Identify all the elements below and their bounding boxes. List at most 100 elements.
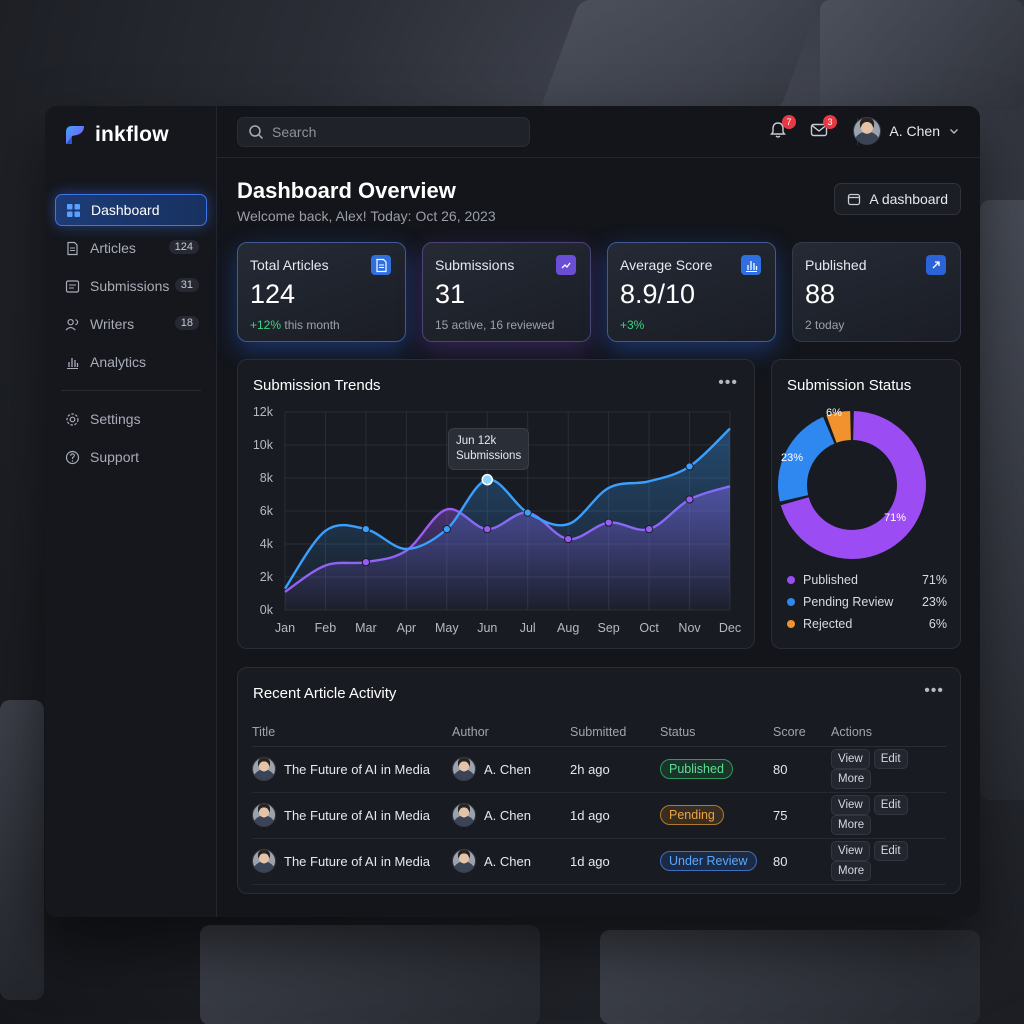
stat-card-published[interactable]: Published 88 2 today xyxy=(792,242,961,342)
edit-button[interactable]: Edit xyxy=(873,841,908,861)
x-tick-label: Jun xyxy=(477,621,497,635)
notifications-button[interactable]: 7 xyxy=(768,115,796,142)
sidebar-item-writers[interactable]: Writers 18 xyxy=(55,308,207,340)
data-point[interactable] xyxy=(564,534,573,544)
table-body: The Future of AI in Media A. Chen 2h ago… xyxy=(252,746,946,885)
bar-chart-icon xyxy=(65,355,80,370)
stat-note: 15 active, 16 reviewed xyxy=(435,318,555,332)
legend-swatch xyxy=(787,576,795,584)
column-header: Score xyxy=(773,718,831,747)
data-point[interactable] xyxy=(604,518,613,527)
edit-button[interactable]: Edit xyxy=(873,749,908,769)
score-cell: 80 xyxy=(773,746,831,793)
view-button[interactable]: View xyxy=(831,749,870,769)
user-name: A. Chen xyxy=(889,123,940,139)
status-badge: Published xyxy=(660,759,733,779)
view-button[interactable]: View xyxy=(831,841,870,861)
search-box[interactable] xyxy=(237,117,530,147)
legend-label: Pending Review xyxy=(803,595,894,609)
data-point[interactable] xyxy=(685,495,694,504)
sidebar-item-support[interactable]: Support xyxy=(55,441,207,473)
sidebar-nav: Dashboard Articles 124 Submissions 31 Writers… xyxy=(55,194,207,479)
stat-footnote: 15 active, 16 reviewed xyxy=(435,318,578,332)
more-button[interactable]: More xyxy=(831,861,872,881)
article-title[interactable]: The Future of AI in Media xyxy=(284,807,430,823)
sidebar-item-analytics[interactable]: Analytics xyxy=(55,346,207,378)
slice-label: 71% xyxy=(884,512,906,524)
sidebar-item-submissions[interactable]: Submissions 31 xyxy=(55,270,207,302)
data-point[interactable] xyxy=(361,558,371,567)
stat-footnote: +3% xyxy=(620,318,763,332)
status-badge: Pending xyxy=(660,805,724,825)
table-row[interactable]: The Future of AI in Media A. Chen 1d ago… xyxy=(252,838,946,885)
table-row[interactable]: The Future of AI in Media A. Chen 1d ago… xyxy=(252,792,946,839)
table-row[interactable]: The Future of AI in Media A. Chen 2h ago… xyxy=(252,746,946,793)
data-point[interactable] xyxy=(483,525,492,534)
status-title: Submission Status xyxy=(787,377,912,394)
sidebar-item-dashboard[interactable]: Dashboard xyxy=(55,194,207,226)
article-title[interactable]: The Future of AI in Media xyxy=(284,761,430,777)
pie-slice[interactable] xyxy=(780,411,926,559)
legend-value: 6% xyxy=(928,617,947,631)
status-cell: Under Review xyxy=(660,838,773,885)
data-point[interactable] xyxy=(442,525,451,534)
topbar: 7 3 A. Chen xyxy=(217,106,980,158)
sidebar-item-articles[interactable]: Articles 124 xyxy=(55,232,207,264)
data-point[interactable] xyxy=(481,473,494,486)
chevron-down-icon xyxy=(950,129,958,134)
legend-value: 71% xyxy=(921,573,947,587)
brand-logo[interactable]: inkflow xyxy=(63,123,169,147)
background-block xyxy=(980,200,1024,800)
slice-label: 23% xyxy=(781,452,803,464)
more-button[interactable]: More xyxy=(831,815,872,835)
background-block xyxy=(200,925,540,1024)
users-icon xyxy=(65,317,80,332)
status-cell: Published xyxy=(660,746,773,793)
search-icon xyxy=(249,125,264,140)
column-header: Submitted xyxy=(570,718,660,747)
data-point[interactable] xyxy=(685,462,694,471)
logo-icon xyxy=(66,126,84,144)
submission-trends-panel: Submission Trends ••• 0k 2k 4k 6k 8k 10k 12k Ja… xyxy=(237,359,755,649)
stat-card-submissions[interactable]: Submissions 31 15 active, 16 reviewed xyxy=(422,242,591,342)
search-input[interactable] xyxy=(272,124,512,140)
pie-slice[interactable] xyxy=(826,411,851,443)
article-title[interactable]: The Future of AI in Media xyxy=(284,853,430,869)
recent-activity-panel: Recent Article Activity ••• Title Author S… xyxy=(237,667,961,894)
y-tick-label: 6k xyxy=(260,504,274,518)
column-header: Status xyxy=(660,718,773,747)
sidebar: inkflow Dashboard Articles 124 Submissions 3… xyxy=(45,106,217,917)
legend-value: 23% xyxy=(921,595,947,609)
stat-card-average-score[interactable]: Average Score 8.9/10 +3% xyxy=(607,242,776,342)
actions-cell: View EditMore xyxy=(831,838,946,885)
sidebar-item-settings[interactable]: Settings xyxy=(55,403,207,435)
inbox-icon xyxy=(65,279,80,294)
edit-button[interactable]: Edit xyxy=(873,795,908,815)
data-point[interactable] xyxy=(644,525,654,534)
stat-change: +3% xyxy=(620,318,645,332)
more-button[interactable]: More xyxy=(831,769,872,789)
avatar xyxy=(452,803,476,827)
dashboard-button[interactable]: A dashboard xyxy=(834,183,961,215)
notifications-count: 7 xyxy=(782,115,796,129)
pie-slice[interactable] xyxy=(778,416,835,502)
main-content: 7 3 A. Chen Dashboard Overview Welcome b… xyxy=(217,106,980,917)
more-options-icon[interactable]: ••• xyxy=(924,682,944,699)
view-button[interactable]: View xyxy=(831,795,870,815)
y-tick-label: 8k xyxy=(260,471,274,485)
avatar xyxy=(252,849,276,873)
x-tick-label: Jan xyxy=(275,621,295,635)
actions-cell: View EditMore xyxy=(831,746,946,793)
stat-value: 124 xyxy=(250,279,296,309)
data-point[interactable] xyxy=(523,508,532,517)
more-options-icon[interactable]: ••• xyxy=(718,374,738,391)
tooltip-value: Jun 12k xyxy=(456,435,497,447)
chart-tooltip: Jun 12k Submissions xyxy=(448,428,530,470)
x-tick-label: Nov xyxy=(678,621,701,635)
data-point[interactable] xyxy=(361,525,371,534)
stat-card-total-articles[interactable]: Total Articles 124 +12% this month xyxy=(237,242,406,342)
legend-swatch xyxy=(787,598,795,606)
messages-button[interactable]: 3 xyxy=(809,115,837,142)
user-menu[interactable]: A. Chen xyxy=(853,117,960,145)
slice-label: 6% xyxy=(826,407,842,419)
